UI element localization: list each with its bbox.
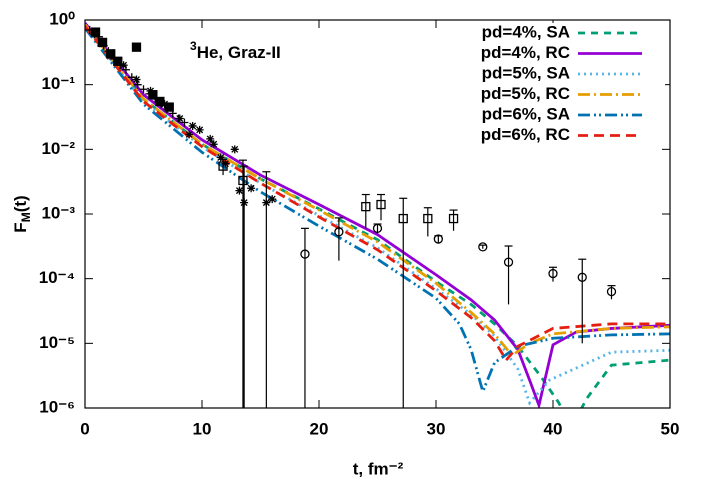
series-line (85, 23, 670, 408)
data-point (398, 213, 408, 224)
plot-frame (84, 19, 671, 409)
x-tick-label: 30 (427, 419, 446, 438)
data-point (195, 125, 204, 134)
y-tick-label: 10⁻² (41, 139, 75, 158)
data-point (146, 86, 155, 95)
y-tick-label: 10⁻³ (41, 203, 75, 222)
legend-bg (440, 105, 665, 126)
y-label-rest: (t) (11, 195, 30, 212)
series-line (85, 22, 670, 408)
data-point (577, 272, 587, 282)
data-point (221, 159, 230, 168)
data-point (133, 80, 142, 89)
data-point (230, 145, 239, 154)
data-point (300, 249, 310, 259)
x-tick-label: 40 (544, 419, 563, 438)
data-point (235, 186, 244, 195)
data-point (268, 195, 277, 204)
x-tick-label: 50 (661, 419, 680, 438)
legend-bg (440, 64, 665, 85)
data-point (160, 100, 169, 109)
data-point (262, 198, 271, 207)
data-point (180, 118, 189, 127)
data-point (372, 223, 383, 233)
data-point (503, 257, 514, 267)
data-point (106, 49, 116, 59)
legend-label: pd=6%, SA (482, 104, 570, 123)
annotation: 3He, Graz-II (190, 39, 281, 62)
y-tick-label: 10⁻⁴ (39, 268, 75, 287)
x-tick-label: 20 (310, 419, 329, 438)
y-tick-label: 10⁻⁵ (39, 333, 75, 352)
y-axis-label: FM(t) (11, 195, 33, 232)
x-tick-label: 0 (80, 419, 89, 438)
data-point (238, 175, 248, 186)
y-tick-label: 10⁻¹ (41, 74, 75, 93)
legend-bg (440, 23, 665, 44)
data-point (90, 27, 101, 37)
legend-label: pd=5%, RC (481, 84, 570, 103)
data-point (361, 201, 371, 212)
data-point (119, 61, 128, 70)
y-tick-label: 10⁻⁶ (39, 397, 75, 416)
legend-label: pd=5%, SA (482, 63, 570, 82)
series-line (85, 27, 670, 396)
data-point (247, 184, 256, 193)
x-axis-label: t, fm⁻² (353, 459, 404, 478)
series-line (85, 25, 670, 363)
data-point (606, 286, 617, 297)
data-point (139, 85, 148, 94)
legend-bg (440, 43, 665, 64)
data-point (433, 234, 443, 244)
legend-bg (440, 125, 665, 146)
data-point (478, 242, 488, 252)
data-point (97, 37, 108, 48)
data-point (206, 134, 215, 143)
data-point (334, 227, 344, 237)
data-point (216, 153, 225, 162)
plot-area (85, 22, 670, 408)
annotation-sup: 3 (190, 39, 197, 53)
data-point (164, 102, 174, 112)
x-tick-label: 10 (193, 419, 212, 438)
legend-bg (440, 84, 665, 105)
data-point (209, 140, 218, 149)
data-point (113, 56, 123, 66)
data-point (131, 42, 142, 52)
annotation-text: He, Graz-II (197, 43, 281, 62)
y-label-sub: M (19, 212, 33, 222)
legend-label: pd=6%, RC (481, 125, 570, 144)
data-point (185, 130, 194, 139)
data-point (448, 213, 459, 224)
data-point (240, 198, 249, 207)
data-point (175, 114, 184, 123)
data-point (423, 213, 433, 224)
data-point (132, 75, 141, 84)
data-point (188, 121, 197, 130)
series-line (85, 23, 670, 358)
legend-label: pd=4%, RC (481, 43, 570, 62)
data-point (155, 96, 165, 107)
y-tick-label: 10⁰ (49, 9, 75, 28)
data-point (218, 161, 228, 171)
data-point (548, 268, 558, 279)
y-label-base: F (11, 222, 30, 232)
legend-label: pd=4%, SA (482, 22, 570, 41)
data-point (376, 199, 386, 210)
